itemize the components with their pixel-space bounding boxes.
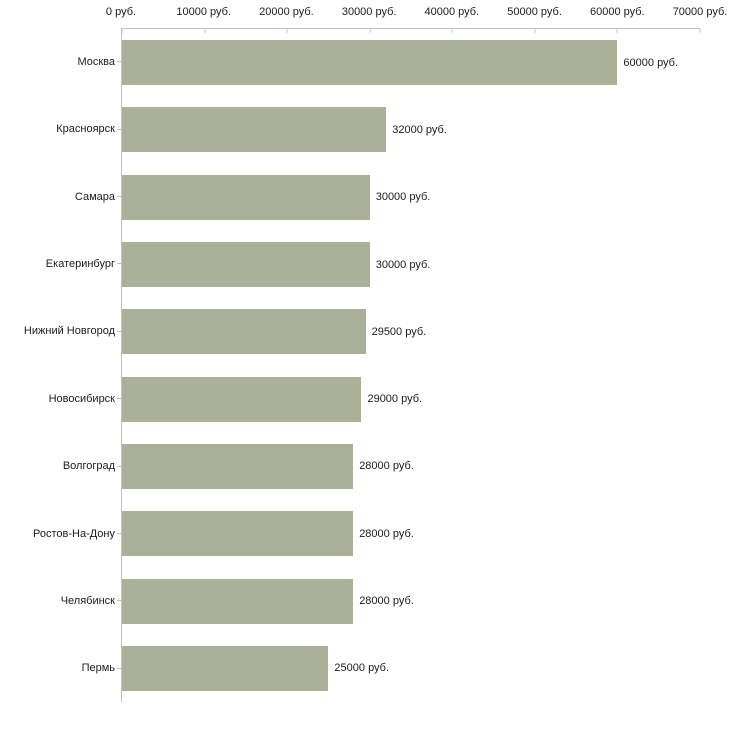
- bar-row: 28000 руб.: [122, 500, 700, 567]
- x-tick-label: 30000 руб.: [341, 6, 397, 18]
- x-tick-label: 40000 руб.: [424, 6, 480, 18]
- category-label: Самара: [74, 190, 115, 203]
- category-label: Красноярск: [56, 123, 115, 136]
- bar-row: 28000 руб.: [122, 433, 700, 500]
- x-tick-mark: [616, 28, 618, 33]
- bar: [122, 511, 354, 557]
- x-tick-label: 10000 руб.: [176, 6, 232, 18]
- category-tick-mark: [117, 465, 121, 467]
- x-tick-mark: [699, 28, 701, 33]
- x-tick-label: 0 руб.: [105, 6, 137, 18]
- x-tick-label: 60000 руб.: [589, 6, 645, 18]
- category-tick-mark: [117, 196, 121, 198]
- x-tick-mark: [286, 28, 288, 33]
- bar: [122, 443, 354, 489]
- x-tick-label: 50000 руб.: [507, 6, 562, 18]
- x-tick-mark: [534, 28, 536, 33]
- x-tick-mark: [369, 28, 371, 33]
- category-row: Самара: [0, 163, 121, 230]
- x-axis: 0 руб. 10000 руб. 20000 руб. 30000 руб. 4000…: [106, 6, 727, 22]
- y-axis-category-labels: Москва Красноярск Самара Екатеринбург Нижний…: [0, 28, 121, 702]
- bar-row: 30000 руб.: [122, 231, 700, 298]
- category-row: Нижний Новгород: [0, 298, 121, 365]
- bar-row: 28000 руб.: [122, 567, 700, 634]
- category-tick-mark: [117, 533, 121, 535]
- category-row: Пермь: [0, 635, 121, 702]
- bar-row: 32000 руб.: [122, 96, 700, 163]
- category-tick-mark: [117, 128, 121, 130]
- category-label: Ростов-На-Дону: [32, 527, 115, 540]
- x-tick-mark: [451, 28, 453, 33]
- bar: [122, 107, 387, 153]
- bar: [122, 578, 354, 624]
- bar-row: 29000 руб.: [122, 365, 700, 432]
- x-tick-label: 20000 руб.: [259, 6, 314, 18]
- category-tick-mark: [117, 263, 121, 265]
- bar-value-label: 30000 руб.: [375, 191, 431, 204]
- category-tick-mark: [117, 61, 121, 63]
- bar-row: 29500 руб.: [122, 298, 700, 365]
- bar-value-label: 28000 руб.: [359, 595, 414, 608]
- category-tick-mark: [117, 330, 121, 332]
- category-label: Волгоград: [62, 460, 115, 473]
- x-tick-mark: [204, 28, 206, 33]
- category-label: Пермь: [81, 662, 115, 675]
- category-label: Челябинск: [60, 594, 115, 607]
- category-tick-mark: [117, 667, 121, 669]
- bar: [122, 174, 370, 220]
- bar-value-label: 25000 руб.: [334, 662, 390, 675]
- x-tick-mark: [121, 28, 123, 33]
- category-row: Екатеринбург: [0, 230, 121, 297]
- bar: [122, 40, 618, 86]
- bar-value-label: 60000 руб.: [623, 56, 679, 69]
- x-tick-label: 70000 руб.: [672, 6, 728, 18]
- bar-value-label: 28000 руб.: [359, 460, 414, 473]
- category-row: Новосибирск: [0, 365, 121, 432]
- category-label: Москва: [77, 55, 115, 68]
- bar-rows: 60000 руб. 32000 руб. 30000 руб. 30000 руб.…: [122, 29, 700, 702]
- bar-value-label: 28000 руб.: [359, 527, 414, 540]
- bar-row: 25000 руб.: [122, 635, 700, 702]
- category-label: Екатеринбург: [45, 257, 115, 270]
- category-row: Волгоград: [0, 432, 121, 499]
- bar-value-label: 32000 руб.: [392, 123, 447, 136]
- category-row: Красноярск: [0, 95, 121, 162]
- bar: [122, 645, 329, 691]
- plot-area: 60000 руб. 32000 руб. 30000 руб. 30000 руб.…: [121, 28, 701, 702]
- category-row: Челябинск: [0, 567, 121, 634]
- bar-row: 30000 руб.: [122, 164, 700, 231]
- bar-value-label: 29000 руб.: [367, 393, 423, 406]
- bar: [122, 242, 370, 288]
- bar: [122, 309, 366, 355]
- category-label: Нижний Новгород: [23, 325, 115, 338]
- bar-value-label: 30000 руб.: [375, 258, 431, 271]
- bar-value-label: 29500 руб.: [371, 325, 427, 338]
- category-tick-mark: [117, 600, 121, 602]
- category-label: Новосибирск: [48, 392, 115, 405]
- category-tick-mark: [117, 398, 121, 400]
- category-row: Москва: [0, 28, 121, 95]
- bar: [122, 376, 362, 422]
- bar-row: 60000 руб.: [122, 29, 700, 96]
- category-row: Ростов-На-Дону: [0, 500, 121, 567]
